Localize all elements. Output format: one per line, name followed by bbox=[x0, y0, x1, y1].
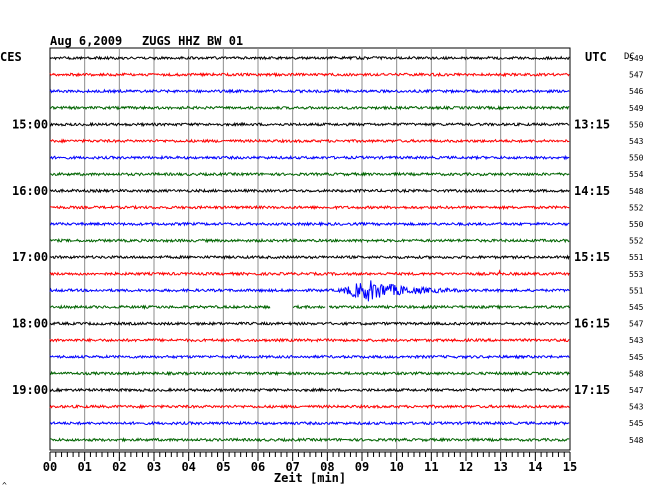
dc-offset-label: 547 bbox=[629, 320, 644, 329]
chart-date: Aug 6,2009 bbox=[50, 34, 122, 48]
x-axis-title: Zeit [min] bbox=[274, 471, 346, 485]
right-timezone-label: UTC bbox=[585, 50, 607, 64]
trace-row-10 bbox=[49, 221, 570, 228]
left-time-label: 15:00 bbox=[12, 117, 48, 131]
dc-offset-label: 552 bbox=[629, 237, 644, 246]
dc-offset-label: 551 bbox=[629, 286, 644, 295]
trace-row-23 bbox=[49, 436, 570, 443]
dc-offset-label: 547 bbox=[629, 386, 644, 395]
trace-layer bbox=[49, 55, 570, 443]
dc-offset-label: 547 bbox=[629, 71, 644, 80]
chart-station: ZUGS HHZ BW 01 bbox=[142, 34, 243, 48]
dc-offset-label: 543 bbox=[629, 137, 644, 146]
x-tick-label: 09 bbox=[355, 460, 369, 474]
left-time-labels: 15:00 16:00 17:00 18:00 19:00 bbox=[12, 117, 48, 397]
right-time-label: 17:15 bbox=[574, 383, 610, 397]
right-time-label: 13:15 bbox=[574, 117, 610, 131]
dc-offset-label: 543 bbox=[629, 336, 644, 345]
trace-row-5 bbox=[49, 138, 570, 144]
left-time-label: 19:00 bbox=[12, 383, 48, 397]
trace-row-11 bbox=[49, 237, 570, 244]
trace-row-18 bbox=[49, 354, 570, 360]
dc-offset-label: 543 bbox=[629, 403, 644, 412]
right-time-labels: 13:15 14:15 15:15 16:15 17:15 bbox=[574, 117, 610, 397]
right-time-label: 16:15 bbox=[574, 317, 610, 331]
x-tick-label: 10 bbox=[389, 460, 403, 474]
x-tick-label: 12 bbox=[459, 460, 473, 474]
left-time-label: 16:00 bbox=[12, 184, 48, 198]
trace-row-21 bbox=[49, 403, 570, 410]
dc-offset-label: 549 bbox=[629, 54, 644, 63]
dc-offset-label: 551 bbox=[629, 253, 644, 262]
right-time-label: 14:15 bbox=[574, 184, 610, 198]
dc-offset-label: 548 bbox=[629, 187, 644, 196]
x-tick-label: 08 bbox=[320, 460, 334, 474]
grid-layer bbox=[84, 48, 536, 450]
footer-mark: ^ bbox=[2, 481, 7, 490]
dc-offset-label: 553 bbox=[629, 270, 644, 279]
dc-offset-label: 545 bbox=[629, 303, 644, 312]
dc-offset-label: 546 bbox=[629, 87, 644, 96]
dc-offset-label: 545 bbox=[629, 419, 644, 428]
dc-label: DC bbox=[624, 52, 635, 62]
trace-row-12 bbox=[49, 254, 570, 261]
x-tick-label: 02 bbox=[112, 460, 126, 474]
x-tick-label: 11 bbox=[424, 460, 438, 474]
dc-offset-label: 549 bbox=[629, 104, 644, 113]
trace-row-22 bbox=[50, 420, 570, 427]
dc-offset-label: 548 bbox=[629, 436, 644, 445]
left-time-label: 18:00 bbox=[12, 317, 48, 331]
plot-frame bbox=[49, 47, 571, 451]
trace-row-9 bbox=[49, 204, 570, 211]
trace-row-6 bbox=[49, 154, 570, 161]
x-tick-label: 14 bbox=[528, 460, 542, 474]
x-tick-label: 06 bbox=[251, 460, 265, 474]
dc-offset-label: 548 bbox=[629, 369, 644, 378]
x-tick-label: 07 bbox=[285, 460, 299, 474]
trace-row-17 bbox=[49, 337, 570, 343]
trace-row-16 bbox=[49, 320, 570, 327]
x-tick-label: 01 bbox=[77, 460, 91, 474]
left-time-label: 17:00 bbox=[12, 250, 48, 264]
x-tick-label: 15 bbox=[563, 460, 577, 474]
left-timezone-label: CES bbox=[0, 50, 22, 64]
dc-offset-label: 550 bbox=[629, 220, 644, 229]
trace-row-20 bbox=[49, 387, 570, 393]
dc-offset-label: 545 bbox=[629, 353, 644, 362]
trace-row-2 bbox=[49, 88, 570, 95]
trace-row-14 bbox=[49, 280, 570, 302]
trace-row-7 bbox=[49, 171, 570, 177]
dc-offset-label: 550 bbox=[629, 120, 644, 129]
trace-row-4 bbox=[49, 121, 570, 128]
dc-offset-labels: 549 547 546 549 550 543 550 554 548 552 550 552 551 5… bbox=[629, 54, 644, 445]
dc-offset-label: 554 bbox=[629, 170, 644, 179]
x-tick-label: 04 bbox=[181, 460, 195, 474]
trace-row-13 bbox=[49, 269, 570, 277]
x-tick-label: 00 bbox=[43, 460, 57, 474]
trace-row-1 bbox=[49, 71, 570, 78]
trace-row-3 bbox=[49, 105, 570, 111]
trace-row-19 bbox=[49, 370, 570, 377]
x-tick-label: 05 bbox=[216, 460, 230, 474]
trace-row-0 bbox=[49, 55, 570, 61]
trace-row-15 bbox=[49, 304, 570, 310]
x-axis: 00 01 02 03 04 05 06 07 08 09 10 11 12 13 14 15 bbox=[43, 451, 577, 474]
right-time-label: 15:15 bbox=[574, 250, 610, 264]
dc-offset-label: 550 bbox=[629, 154, 644, 163]
trace-row-8 bbox=[49, 187, 570, 194]
x-tick-label: 13 bbox=[493, 460, 507, 474]
dc-offset-label: 552 bbox=[629, 203, 644, 212]
x-tick-label: 03 bbox=[147, 460, 161, 474]
